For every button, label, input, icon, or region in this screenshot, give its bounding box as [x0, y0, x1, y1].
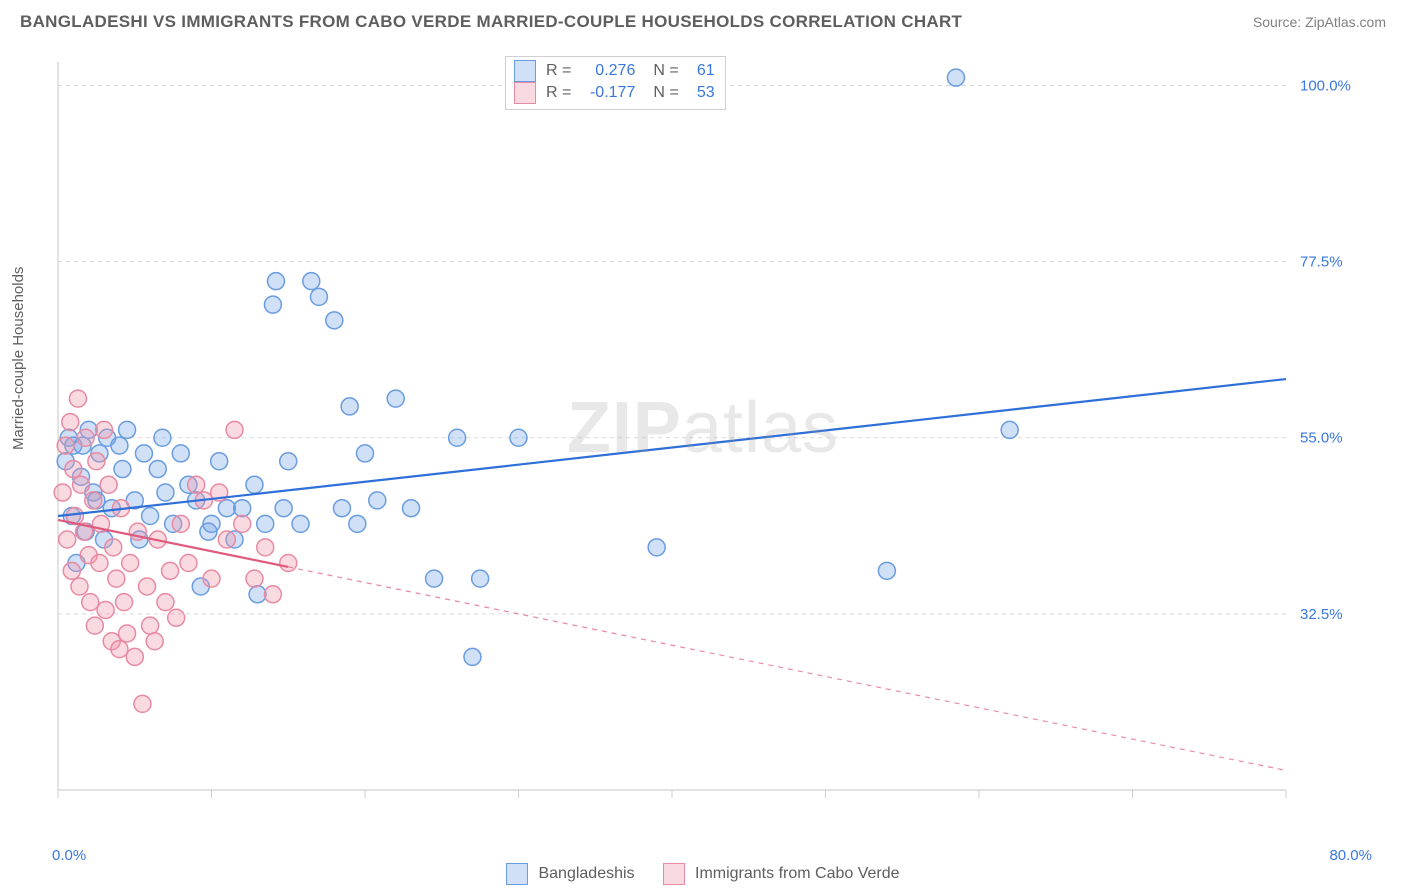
svg-text:32.5%: 32.5%	[1300, 606, 1343, 623]
r-value: 0.276	[579, 60, 635, 82]
title-bar: BANGLADESHI VS IMMIGRANTS FROM CABO VERD…	[20, 12, 1386, 32]
legend-bottom: Bangladeshis Immigrants from Cabo Verde	[0, 863, 1406, 890]
n-label: N =	[653, 60, 678, 82]
svg-text:55.0%: 55.0%	[1300, 430, 1343, 447]
plot-area: 32.5% 55.0% 77.5% 100.0%	[46, 54, 1376, 844]
legend-item: Immigrants from Cabo Verde	[663, 863, 900, 885]
r-label: R =	[546, 82, 571, 104]
y-axis-label: Married-couple Households	[10, 267, 27, 450]
n-value: 53	[687, 82, 715, 104]
r-value: -0.177	[579, 82, 635, 104]
n-value: 61	[687, 60, 715, 82]
chart-container: BANGLADESHI VS IMMIGRANTS FROM CABO VERD…	[0, 0, 1406, 892]
chart-title: BANGLADESHI VS IMMIGRANTS FROM CABO VERD…	[20, 12, 962, 32]
n-label: N =	[653, 82, 678, 104]
scatter-chart: 32.5% 55.0% 77.5% 100.0%	[46, 54, 1376, 844]
legend-swatch	[514, 82, 536, 104]
legend-swatch	[506, 863, 528, 885]
svg-text:100.0%: 100.0%	[1300, 77, 1351, 94]
x-axis-min-label: 0.0%	[52, 847, 86, 864]
legend-stats-row: R = 0.276 N = 61	[514, 60, 715, 82]
legend-stats-row: R = -0.177 N = 53	[514, 82, 715, 104]
legend-swatch	[514, 60, 536, 82]
svg-text:77.5%: 77.5%	[1300, 254, 1343, 271]
source-label: Source: ZipAtlas.com	[1253, 14, 1386, 30]
legend-item: Bangladeshis	[506, 863, 634, 885]
legend-label: Immigrants from Cabo Verde	[695, 865, 900, 883]
legend-label: Bangladeshis	[538, 865, 634, 883]
legend-swatch	[663, 863, 685, 885]
r-label: R =	[546, 60, 571, 82]
legend-stats-box: R = 0.276 N = 61 R = -0.177 N = 53	[505, 56, 726, 110]
x-axis-max-label: 80.0%	[1329, 847, 1372, 864]
